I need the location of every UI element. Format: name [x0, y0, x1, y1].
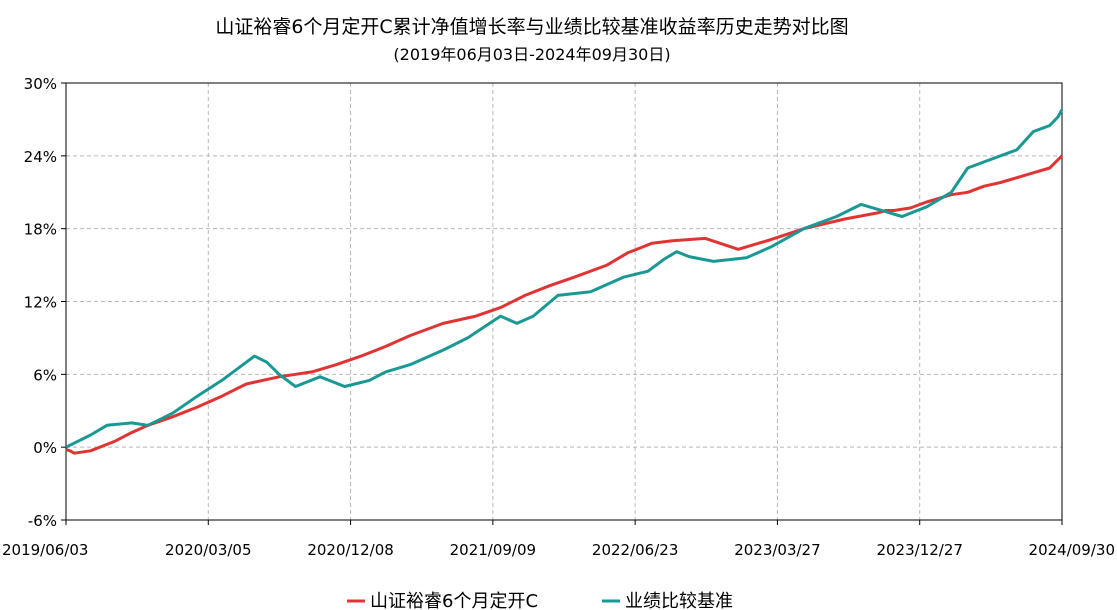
y-tick-label: 24% [24, 148, 57, 166]
y-tick-label: -6% [28, 512, 57, 530]
x-tick-label: 2024/09/30 [1029, 541, 1115, 559]
axes [61, 82, 1063, 525]
x-tick-label: 2023/12/27 [876, 541, 962, 559]
series-line-benchmark [65, 108, 1064, 449]
x-tick-label: 2023/03/27 [734, 541, 820, 559]
plot-frame [65, 82, 1063, 521]
grid-lines [66, 83, 1062, 520]
x-tick-label: 2020/03/05 [165, 541, 251, 559]
chart-subtitle: (2019年06月03日-2024年09月30日) [393, 45, 670, 64]
y-tick-label: 0% [33, 439, 57, 457]
x-tick-label: 2019/06/03 [2, 541, 88, 559]
series-lines [65, 108, 1064, 455]
legend-label-benchmark: 业绩比较基准 [625, 591, 733, 610]
x-tick-label: 2021/09/09 [450, 541, 536, 559]
series-line-fund [65, 154, 1064, 455]
legend: 山证裕睿6个月定开C 业绩比较基准 [347, 591, 733, 610]
y-tick-label: 30% [24, 75, 57, 93]
x-tick-label: 2022/06/23 [592, 541, 678, 559]
y-tick-label: 18% [24, 221, 57, 239]
x-tick-labels: 2019/06/03 2020/03/05 2020/12/08 2021/09/09… [2, 541, 1115, 559]
y-tick-label: 6% [33, 366, 57, 384]
y-tick-label: 12% [24, 294, 57, 312]
x-tick-label: 2020/12/08 [307, 541, 393, 559]
y-tick-labels: 30% 24% 18% 12% 6% 0% -6% [24, 75, 57, 530]
legend-label-fund: 山证裕睿6个月定开C [370, 591, 538, 610]
chart-title: 山证裕睿6个月定开C累计净值增长率与业绩比较基准收益率历史走势对比图 [215, 16, 848, 38]
